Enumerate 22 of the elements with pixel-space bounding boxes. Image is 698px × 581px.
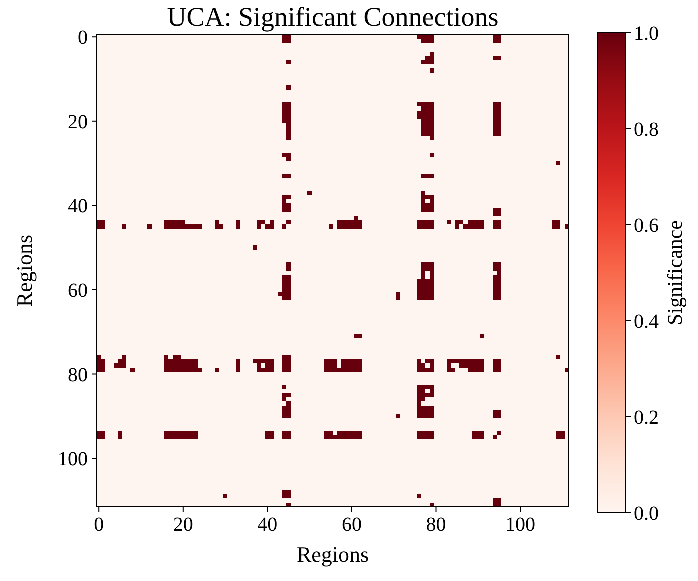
color-bar-label: 0.2 <box>634 407 659 429</box>
x-tick-label: 20 <box>173 514 194 536</box>
chart-title: UCA: Significant Connections <box>167 2 499 32</box>
y-tick-label: 20 <box>68 111 88 134</box>
y-tick-label: 60 <box>68 280 88 302</box>
color-bar-title: Significance <box>663 220 687 326</box>
y-tick-label: 100 <box>58 448 88 471</box>
y-tick-label: 40 <box>68 196 88 218</box>
color-bar-label: 0.4 <box>634 311 659 333</box>
x-tick-label: 60 <box>342 514 362 536</box>
x-tick-label: 0 <box>94 514 104 536</box>
color-bar-label: 0.8 <box>634 119 659 141</box>
x-tick-label: 40 <box>258 514 278 536</box>
color-bar-label: 0.0 <box>634 503 659 525</box>
x-axis-title: Regions <box>296 542 370 567</box>
color-bar-label: 1.0 <box>634 23 659 45</box>
x-tick-label: 80 <box>426 514 446 536</box>
y-axis-title: Regions <box>12 234 37 308</box>
y-tick-label: 0 <box>78 27 88 50</box>
x-tick-label: 100 <box>506 514 536 536</box>
y-tick-label: 80 <box>68 364 88 386</box>
color-bar-label: 0.6 <box>634 215 659 237</box>
